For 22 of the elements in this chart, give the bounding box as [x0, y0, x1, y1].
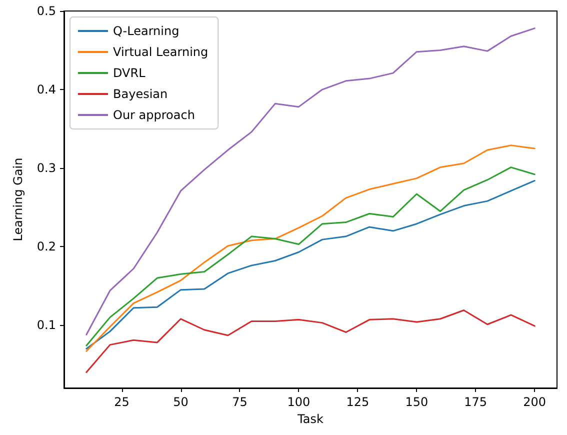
x-tick-label: 125 — [346, 395, 370, 409]
x-axis-title: Task — [296, 412, 324, 426]
x-tick-label: 75 — [232, 395, 248, 409]
line-series — [86, 28, 536, 336]
legend-label: Q-Learning — [113, 24, 180, 38]
y-tick-label: 0.4 — [36, 82, 56, 97]
y-tick-label: 0.5 — [36, 4, 56, 18]
y-tick-label: 0.1 — [36, 318, 56, 332]
y-tick-label: 0.3 — [36, 161, 56, 176]
legend-label: DVRL — [113, 66, 146, 80]
legend-label: Virtual Learning — [113, 45, 208, 59]
y-axis-title: Learning Gain — [11, 158, 25, 242]
x-tick-label: 200 — [523, 395, 546, 409]
x-tick-label: 150 — [405, 395, 428, 409]
x-tick-label: 25 — [114, 395, 130, 409]
x-tick-label: 100 — [287, 395, 310, 409]
y-tick-label: 0.2 — [36, 240, 56, 254]
x-tick-label: 175 — [464, 395, 488, 409]
legend-label: Bayesian — [113, 87, 168, 101]
x-tick-label: 50 — [173, 395, 188, 409]
legend-label: Our approach — [113, 108, 195, 122]
line-series — [86, 309, 536, 374]
